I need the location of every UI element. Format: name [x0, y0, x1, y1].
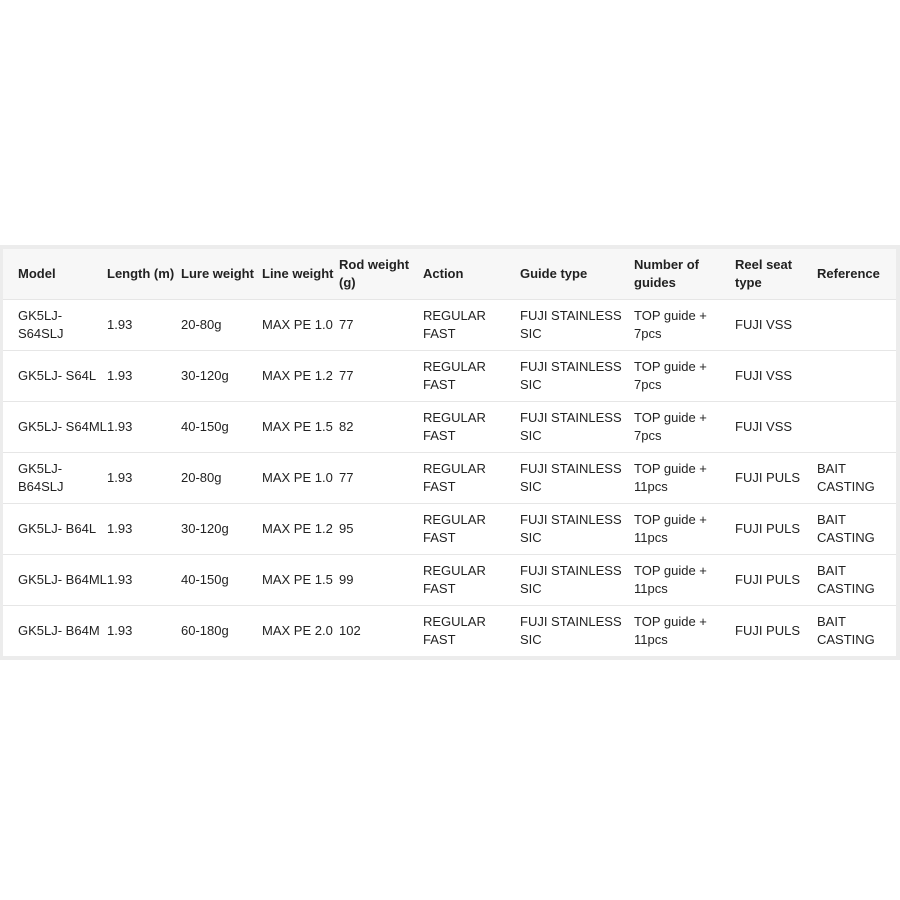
table-row: GK5LJ- B64M 1.93 60-180g MAX PE 2.0 102 REGUL…: [3, 605, 896, 656]
table-cell: 1.93: [107, 605, 181, 656]
table-cell: 1.93: [107, 401, 181, 453]
table-cell: REGULAR FAST: [423, 401, 520, 453]
column-header: Number of guides: [634, 249, 735, 300]
table-row: GK5LJ- S64ML 1.93 40-150g MAX PE 1.5 82 REGUL…: [3, 401, 896, 453]
table-cell: BAIT CASTING: [817, 605, 896, 656]
table-cell: REGULAR FAST: [423, 452, 520, 504]
column-header: Model: [3, 249, 107, 300]
column-header: Reference: [817, 249, 896, 300]
column-header: Reel seat type: [735, 249, 817, 300]
table-cell: TOP guide + 7pcs: [634, 299, 735, 351]
table-cell: GK5LJ- B64ML: [3, 554, 107, 606]
table-cell: REGULAR FAST: [423, 605, 520, 656]
column-header: Line weight: [262, 249, 339, 300]
table-cell: 1.93: [107, 554, 181, 606]
table-cell: MAX PE 1.0: [262, 452, 339, 504]
table-cell: MAX PE 1.5: [262, 554, 339, 606]
table-row: GK5LJ- S64SLJ 1.93 20-80g MAX PE 1.0 77 REGUL…: [3, 299, 896, 351]
table-cell: [817, 299, 896, 351]
table-cell: 77: [339, 452, 423, 504]
table-cell: 95: [339, 503, 423, 555]
table-cell: REGULAR FAST: [423, 503, 520, 555]
spec-table-container: Model Length (m) Lure weight Line weight Rod…: [0, 245, 900, 660]
table-cell: TOP guide + 11pcs: [634, 503, 735, 555]
table-cell: 1.93: [107, 452, 181, 504]
table-cell: MAX PE 1.5: [262, 401, 339, 453]
table-cell: 99: [339, 554, 423, 606]
table-cell: GK5LJ- B64SLJ: [3, 452, 107, 504]
table-cell: 60-180g: [181, 605, 262, 656]
table-cell: MAX PE 1.0: [262, 299, 339, 351]
table-cell: GK5LJ- S64L: [3, 350, 107, 402]
table-row: GK5LJ- B64SLJ 1.93 20-80g MAX PE 1.0 77 REGUL…: [3, 452, 896, 504]
table-cell: TOP guide + 7pcs: [634, 401, 735, 453]
table-cell: GK5LJ- S64SLJ: [3, 299, 107, 351]
table-cell: FUJI VSS: [735, 299, 817, 351]
table-cell: FUJI STAINLESS SIC: [520, 503, 634, 555]
table-row: GK5LJ- S64L 1.93 30-120g MAX PE 1.2 77 REGULA…: [3, 350, 896, 402]
table-cell: 82: [339, 401, 423, 453]
column-header: Lure weight: [181, 249, 262, 300]
table-cell: MAX PE 1.2: [262, 350, 339, 402]
table-row: GK5LJ- B64ML 1.93 40-150g MAX PE 1.5 99 REGUL…: [3, 554, 896, 606]
table-cell: FUJI STAINLESS SIC: [520, 401, 634, 453]
table-cell: 20-80g: [181, 299, 262, 351]
table-cell: BAIT CASTING: [817, 452, 896, 504]
table-cell: FUJI STAINLESS SIC: [520, 350, 634, 402]
table-cell: 20-80g: [181, 452, 262, 504]
table-cell: BAIT CASTING: [817, 554, 896, 606]
table-cell: FUJI STAINLESS SIC: [520, 452, 634, 504]
table-cell: REGULAR FAST: [423, 350, 520, 402]
table-cell: [817, 401, 896, 453]
column-header: Rod weight (g): [339, 249, 423, 300]
table-cell: FUJI STAINLESS SIC: [520, 554, 634, 606]
table-cell: BAIT CASTING: [817, 503, 896, 555]
table-cell: REGULAR FAST: [423, 299, 520, 351]
table-cell: 30-120g: [181, 503, 262, 555]
table-cell: FUJI PULS: [735, 554, 817, 606]
column-header: Guide type: [520, 249, 634, 300]
table-cell: FUJI PULS: [735, 503, 817, 555]
table-cell: MAX PE 2.0: [262, 605, 339, 656]
table-cell: REGULAR FAST: [423, 554, 520, 606]
table-cell: GK5LJ- S64ML: [3, 401, 107, 453]
table-cell: FUJI VSS: [735, 401, 817, 453]
table-cell: 40-150g: [181, 554, 262, 606]
table-cell: 1.93: [107, 350, 181, 402]
table-cell: 77: [339, 350, 423, 402]
table-cell: [817, 350, 896, 402]
table-cell: 102: [339, 605, 423, 656]
table-cell: MAX PE 1.2: [262, 503, 339, 555]
header-row: Model Length (m) Lure weight Line weight Rod…: [3, 249, 896, 300]
table-cell: FUJI PULS: [735, 452, 817, 504]
table-cell: TOP guide + 11pcs: [634, 554, 735, 606]
table-cell: GK5LJ- B64M: [3, 605, 107, 656]
table-cell: GK5LJ- B64L: [3, 503, 107, 555]
table-cell: 40-150g: [181, 401, 262, 453]
column-header: Action: [423, 249, 520, 300]
spec-table: Model Length (m) Lure weight Line weight Rod…: [3, 249, 896, 656]
table-cell: 1.93: [107, 299, 181, 351]
table-cell: FUJI VSS: [735, 350, 817, 402]
table-cell: FUJI STAINLESS SIC: [520, 605, 634, 656]
table-cell: TOP guide + 11pcs: [634, 605, 735, 656]
column-header: Length (m): [107, 249, 181, 300]
table-cell: TOP guide + 11pcs: [634, 452, 735, 504]
table-cell: FUJI STAINLESS SIC: [520, 299, 634, 351]
table-cell: FUJI PULS: [735, 605, 817, 656]
table-row: GK5LJ- B64L 1.93 30-120g MAX PE 1.2 95 REGULA…: [3, 503, 896, 555]
table-cell: 1.93: [107, 503, 181, 555]
table-cell: 30-120g: [181, 350, 262, 402]
table-cell: 77: [339, 299, 423, 351]
table-cell: TOP guide + 7pcs: [634, 350, 735, 402]
